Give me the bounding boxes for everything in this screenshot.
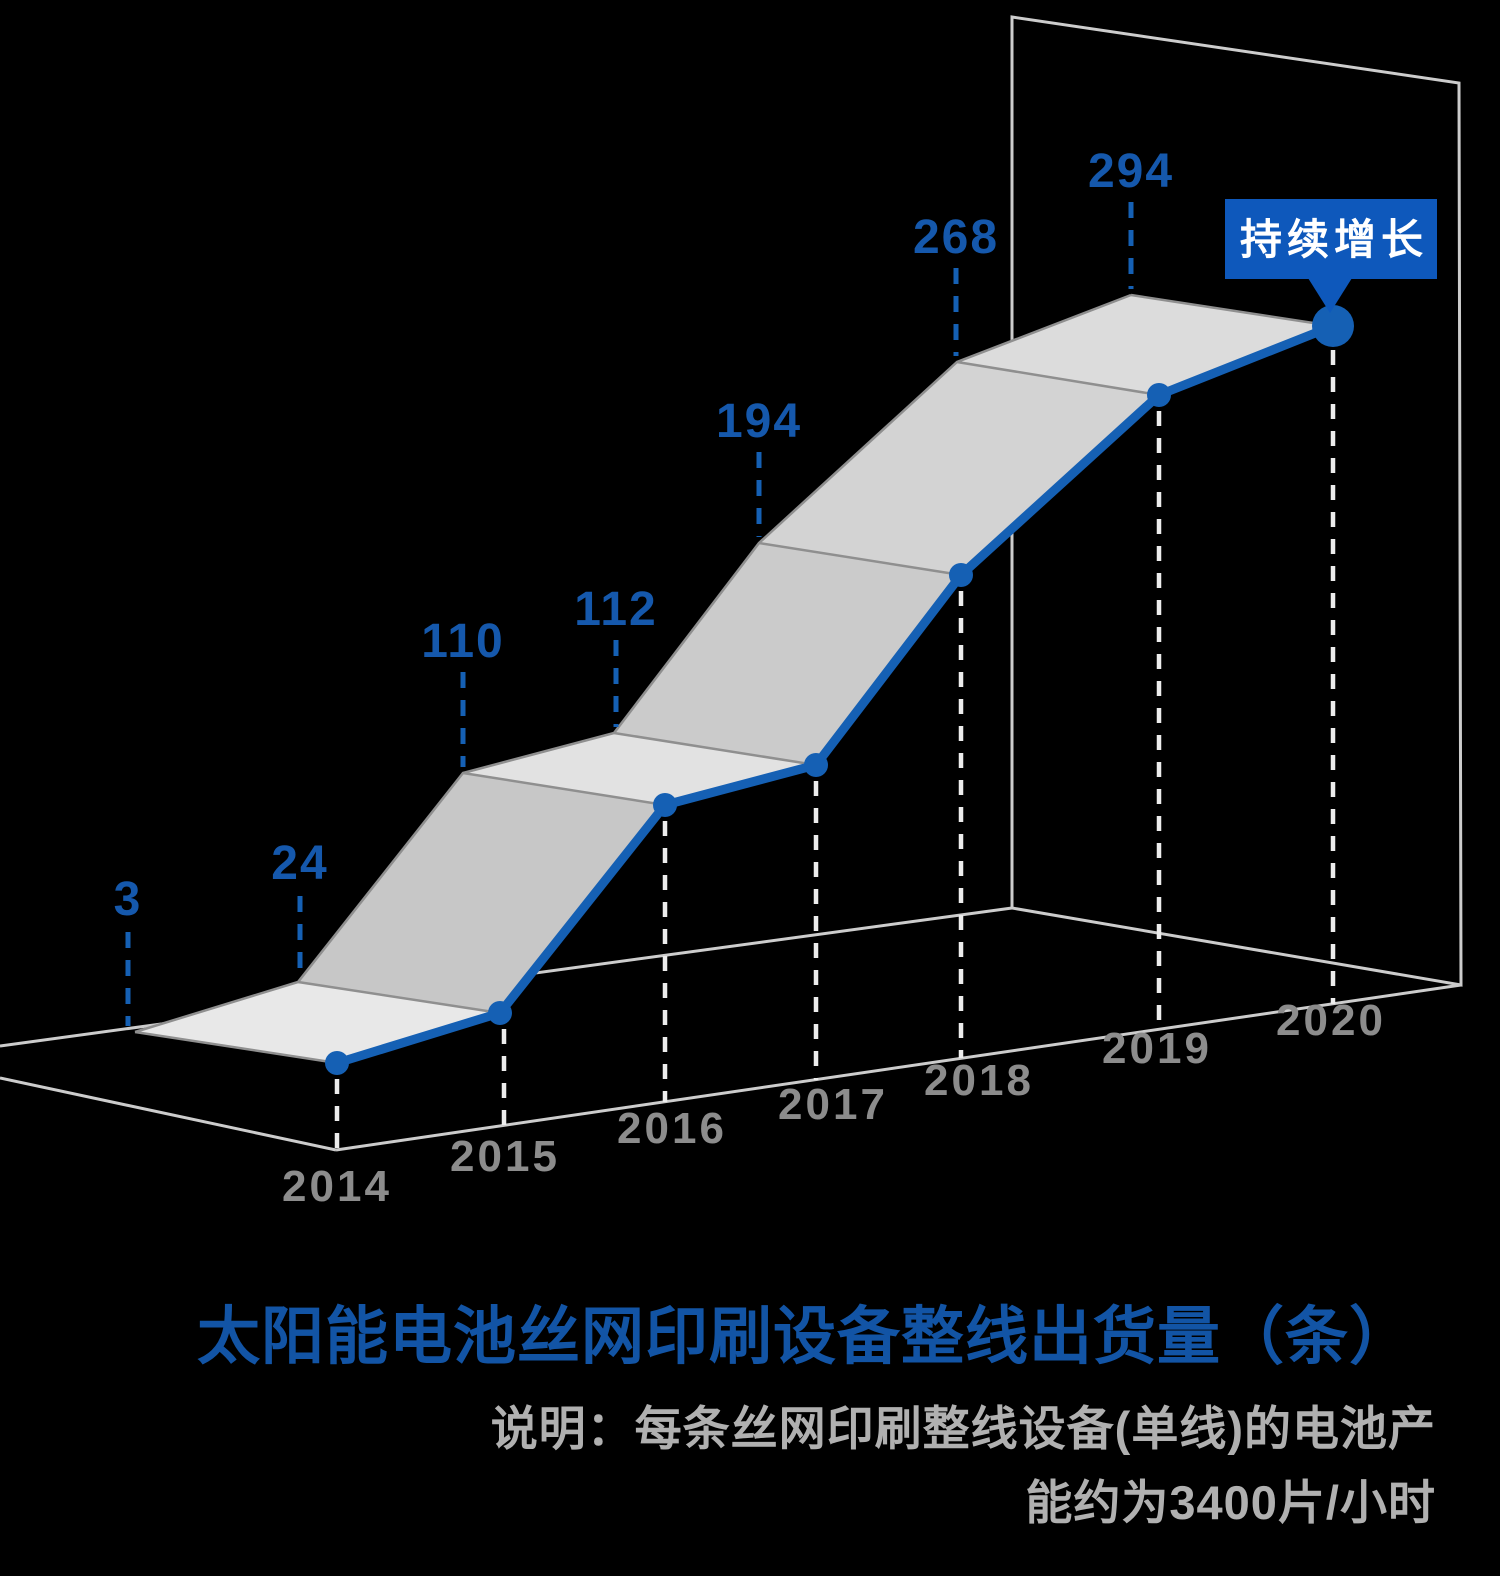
year-label-2016: 2016 (617, 1104, 727, 1153)
ribbon-fold-2015 (297, 980, 501, 1015)
floor-front-left-line (0, 1076, 337, 1152)
data-point-2017 (804, 753, 828, 777)
floor-front-right-line (335, 983, 1462, 1152)
note-line-1: 说明：每条丝网印刷整线设备(单线)的电池产 (490, 1402, 1436, 1455)
value-label-2020: 294 (1088, 145, 1174, 198)
year-label-2019: 2019 (1102, 1024, 1212, 1073)
ribbon-chart: 3 24 110 112 194 268 294 2014 2015 2016 … (0, 15, 1463, 1211)
callout-text: 持续增长 (1240, 216, 1428, 263)
year-label-2015: 2015 (450, 1132, 560, 1181)
value-label-2014: 3 (114, 873, 143, 926)
ribbon-face-2019-2020 (957, 295, 1333, 395)
ribbon-face-2018-2019 (759, 362, 1159, 575)
value-label-2015: 24 (271, 837, 328, 890)
value-label-2018: 194 (716, 395, 802, 448)
ribbon-fold-2019 (956, 360, 1160, 397)
ribbon-face-2015-2016 (298, 773, 665, 1013)
ribbon-face-2014-2015 (135, 982, 500, 1063)
data-points (325, 305, 1354, 1075)
ribbon-face-2017-2018 (614, 543, 961, 765)
ribbon-fold-2014 (134, 1030, 338, 1065)
note-line-2: 能约为3400片/小时 (1025, 1476, 1436, 1529)
growth-callout: 持续增长 (1225, 199, 1437, 313)
value-labels: 3 24 110 112 194 268 294 (114, 145, 1174, 926)
data-point-2018 (949, 563, 973, 587)
year-label-2018: 2018 (924, 1056, 1034, 1105)
year-label-2020: 2020 (1276, 996, 1386, 1045)
value-label-2017: 112 (574, 583, 657, 636)
year-label-2014: 2014 (282, 1162, 392, 1211)
data-point-2019 (1147, 383, 1171, 407)
ribbon-surface (135, 295, 1333, 1063)
ribbon-fold-2020 (1130, 293, 1334, 328)
value-leader-lines (125, 202, 1134, 1026)
ribbon-fold-2016 (462, 771, 666, 807)
data-point-2016 (653, 793, 677, 817)
year-label-2017: 2017 (778, 1080, 888, 1129)
value-label-2016: 110 (421, 615, 504, 668)
ribbon-edges (134, 293, 1334, 1065)
callout-box (1225, 199, 1437, 279)
year-leader-lines (334, 350, 1336, 1150)
ribbon-fold-2017 (613, 731, 817, 767)
chart-title: 太阳能电池丝网印刷设备整线出货量（条） (197, 1302, 1413, 1372)
value-label-2019: 268 (913, 211, 999, 264)
year-labels: 2014 2015 2016 2017 2018 2019 2020 (282, 996, 1386, 1211)
ribbon-fold-2018 (758, 541, 962, 577)
callout-pointer (1308, 278, 1352, 313)
data-point-2020-end (1312, 305, 1354, 347)
data-point-2014 (325, 1051, 349, 1075)
data-point-2015 (488, 1001, 512, 1025)
back-wall-panel (1010, 15, 1463, 987)
